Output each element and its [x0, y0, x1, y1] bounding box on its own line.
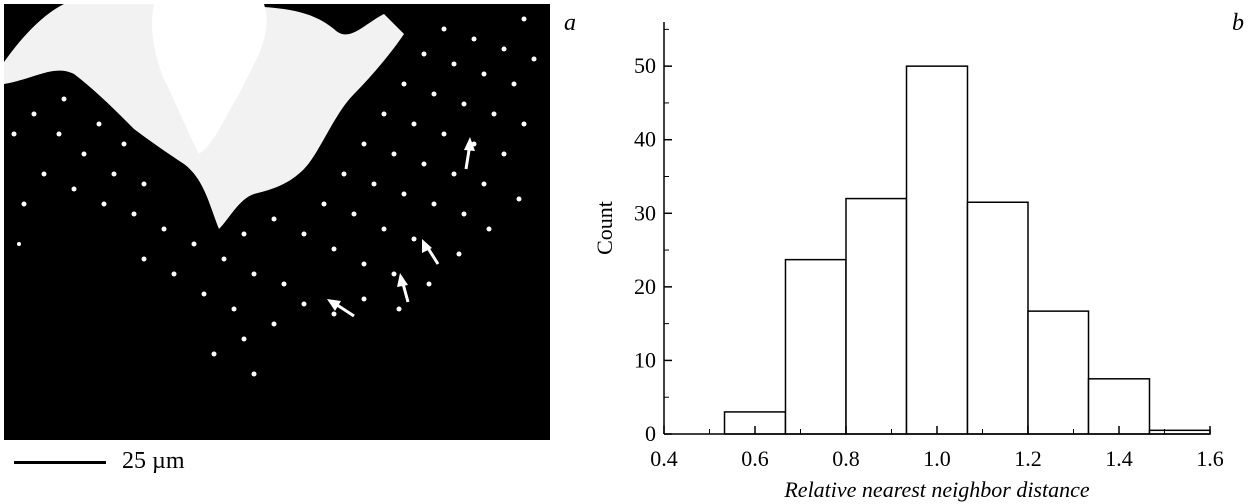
- y-tick-label: 30: [634, 200, 656, 225]
- scale-bar: [14, 461, 106, 464]
- y-tick-label: 40: [634, 127, 656, 152]
- histogram-bar: [845, 197, 908, 435]
- bars-layer: [723, 65, 1211, 435]
- x-tick-label: 0.4: [650, 446, 678, 471]
- x-tick-label: 1.2: [1014, 446, 1042, 471]
- micrograph-image: [4, 4, 550, 440]
- y-tick-label: 50: [634, 53, 656, 78]
- x-tick-label: 0.6: [741, 446, 769, 471]
- axes-layer: [663, 22, 1211, 435]
- histogram-bar: [1087, 378, 1151, 435]
- histogram-bar: [966, 201, 1029, 435]
- histogram-bar: [1027, 310, 1090, 435]
- y-tick-label: 20: [634, 274, 656, 299]
- panel-letter-a: a: [564, 10, 576, 36]
- x-tick-label: 1.4: [1105, 446, 1133, 471]
- histogram-bar: [905, 65, 969, 435]
- scale-bar-label: 25 µm: [122, 448, 185, 474]
- y-tick-label: 10: [634, 347, 656, 372]
- x-tick-label: 1.6: [1196, 446, 1224, 471]
- panel-letter-b: b: [1232, 10, 1244, 36]
- histogram-bar: [784, 258, 847, 435]
- x-tick-label: 0.8: [832, 446, 860, 471]
- y-axis-title: Count: [592, 201, 617, 255]
- labels-layer: 0.4 0.6 0.8 1.0 1.2 1.4 1.6 0 10 20 30 40 50: [634, 53, 1224, 471]
- x-tick-label: 1.0: [923, 446, 951, 471]
- y-tick-label: 0: [645, 421, 656, 446]
- x-axis-title: Relative nearest neighbor distance: [783, 477, 1090, 502]
